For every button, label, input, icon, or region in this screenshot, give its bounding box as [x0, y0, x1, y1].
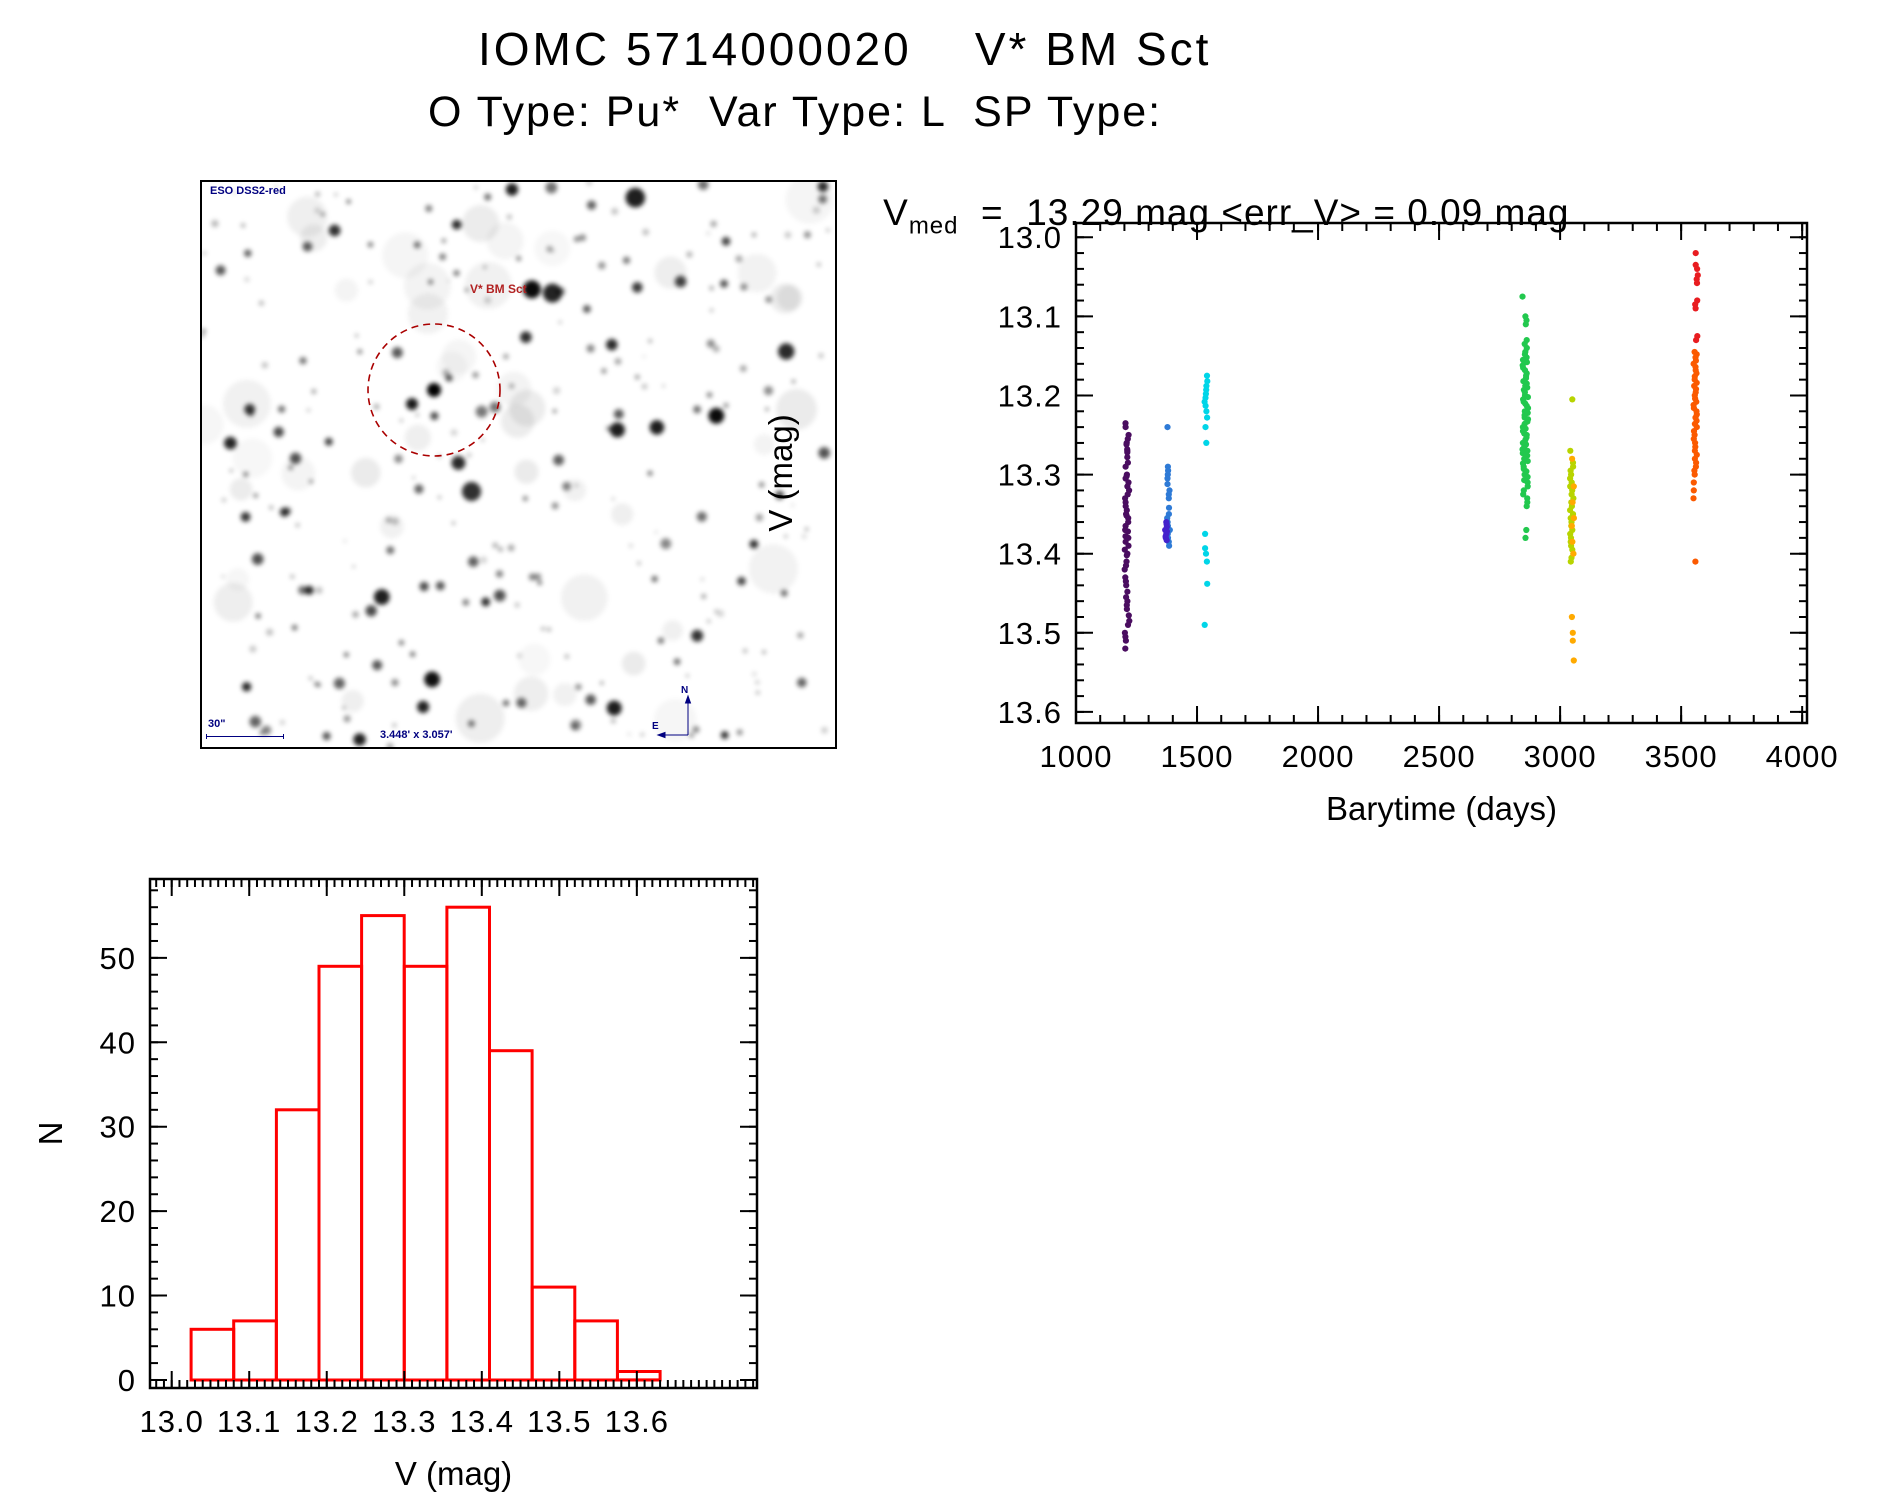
svg-text:N: N	[32, 1122, 69, 1146]
svg-text:13.2: 13.2	[295, 1404, 359, 1439]
vmed-subscript: med	[908, 212, 959, 240]
svg-text:2000: 2000	[1282, 739, 1355, 774]
target-name-label: V* BM Sct	[470, 282, 527, 296]
svg-text:1500: 1500	[1161, 739, 1234, 774]
compass-north-label: N	[681, 685, 689, 696]
magnitude-histogram-plot: 13.0 13.1 13.2 13.3 13.4 13.5 13.6 0 10 20 30 40 50 V…	[32, 877, 759, 1492]
scale-bar-label: 30"	[208, 718, 226, 730]
svg-text:2500: 2500	[1403, 739, 1476, 774]
svg-text:13.5: 13.5	[527, 1404, 591, 1439]
fov-size-label: 3.448' x 3.057'	[380, 729, 453, 741]
compass-east-label: E	[652, 721, 659, 732]
lightcurve-title: Vmed = 13.29 mag <err_V> = 0.09 mag	[838, 150, 1569, 282]
star-field	[202, 182, 830, 747]
svg-text:13.6: 13.6	[998, 695, 1062, 730]
svg-text:50: 50	[100, 941, 136, 976]
svg-text:Barytime (days): Barytime (days)	[1326, 790, 1557, 827]
svg-text:13.1: 13.1	[217, 1404, 281, 1439]
svg-text:13.3: 13.3	[998, 458, 1062, 493]
svg-text:13.4: 13.4	[450, 1404, 514, 1439]
svg-text:13.2: 13.2	[998, 378, 1062, 413]
svg-text:13.4: 13.4	[998, 537, 1062, 572]
svg-text:13.3: 13.3	[372, 1404, 436, 1439]
page-title: IOMC 5714000020 V* BM Sct	[478, 23, 1212, 75]
svg-text:4000: 4000	[1766, 739, 1839, 774]
svg-text:13.6: 13.6	[605, 1404, 669, 1439]
lightcurve-plot: 1000 1500 2000 2500 3000 3500 4000 13.0 13.1 13.2…	[762, 220, 1839, 827]
vmed-symbol: V	[883, 192, 909, 233]
vmed-value-text: = 13.29 mag <err_V> = 0.09 mag	[958, 192, 1570, 233]
scale-bar	[206, 734, 284, 739]
svg-text:30: 30	[100, 1110, 136, 1145]
svg-text:20: 20	[100, 1194, 136, 1229]
svg-text:3000: 3000	[1524, 739, 1597, 774]
svg-text:13.5: 13.5	[998, 616, 1062, 651]
svg-text:V (mag): V (mag)	[395, 1455, 512, 1492]
svg-text:V (mag): V (mag)	[762, 414, 799, 531]
svg-text:13.1: 13.1	[998, 299, 1062, 334]
page-subtitle: O Type: Pu* Var Type: L SP Type:	[428, 88, 1163, 136]
svg-text:3500: 3500	[1645, 739, 1718, 774]
svg-text:1000: 1000	[1040, 739, 1113, 774]
finder-chart-image: ESO DSS2-red V* BM Sct 30" 3.448' x 3.05…	[200, 180, 837, 749]
svg-text:40: 40	[100, 1025, 136, 1060]
survey-label: ESO DSS2-red	[210, 185, 286, 197]
svg-text:13.0: 13.0	[998, 220, 1062, 255]
svg-text:13.0: 13.0	[140, 1404, 204, 1439]
compass-icon	[656, 694, 692, 739]
svg-text:10: 10	[100, 1279, 136, 1314]
svg-text:0: 0	[118, 1363, 136, 1398]
